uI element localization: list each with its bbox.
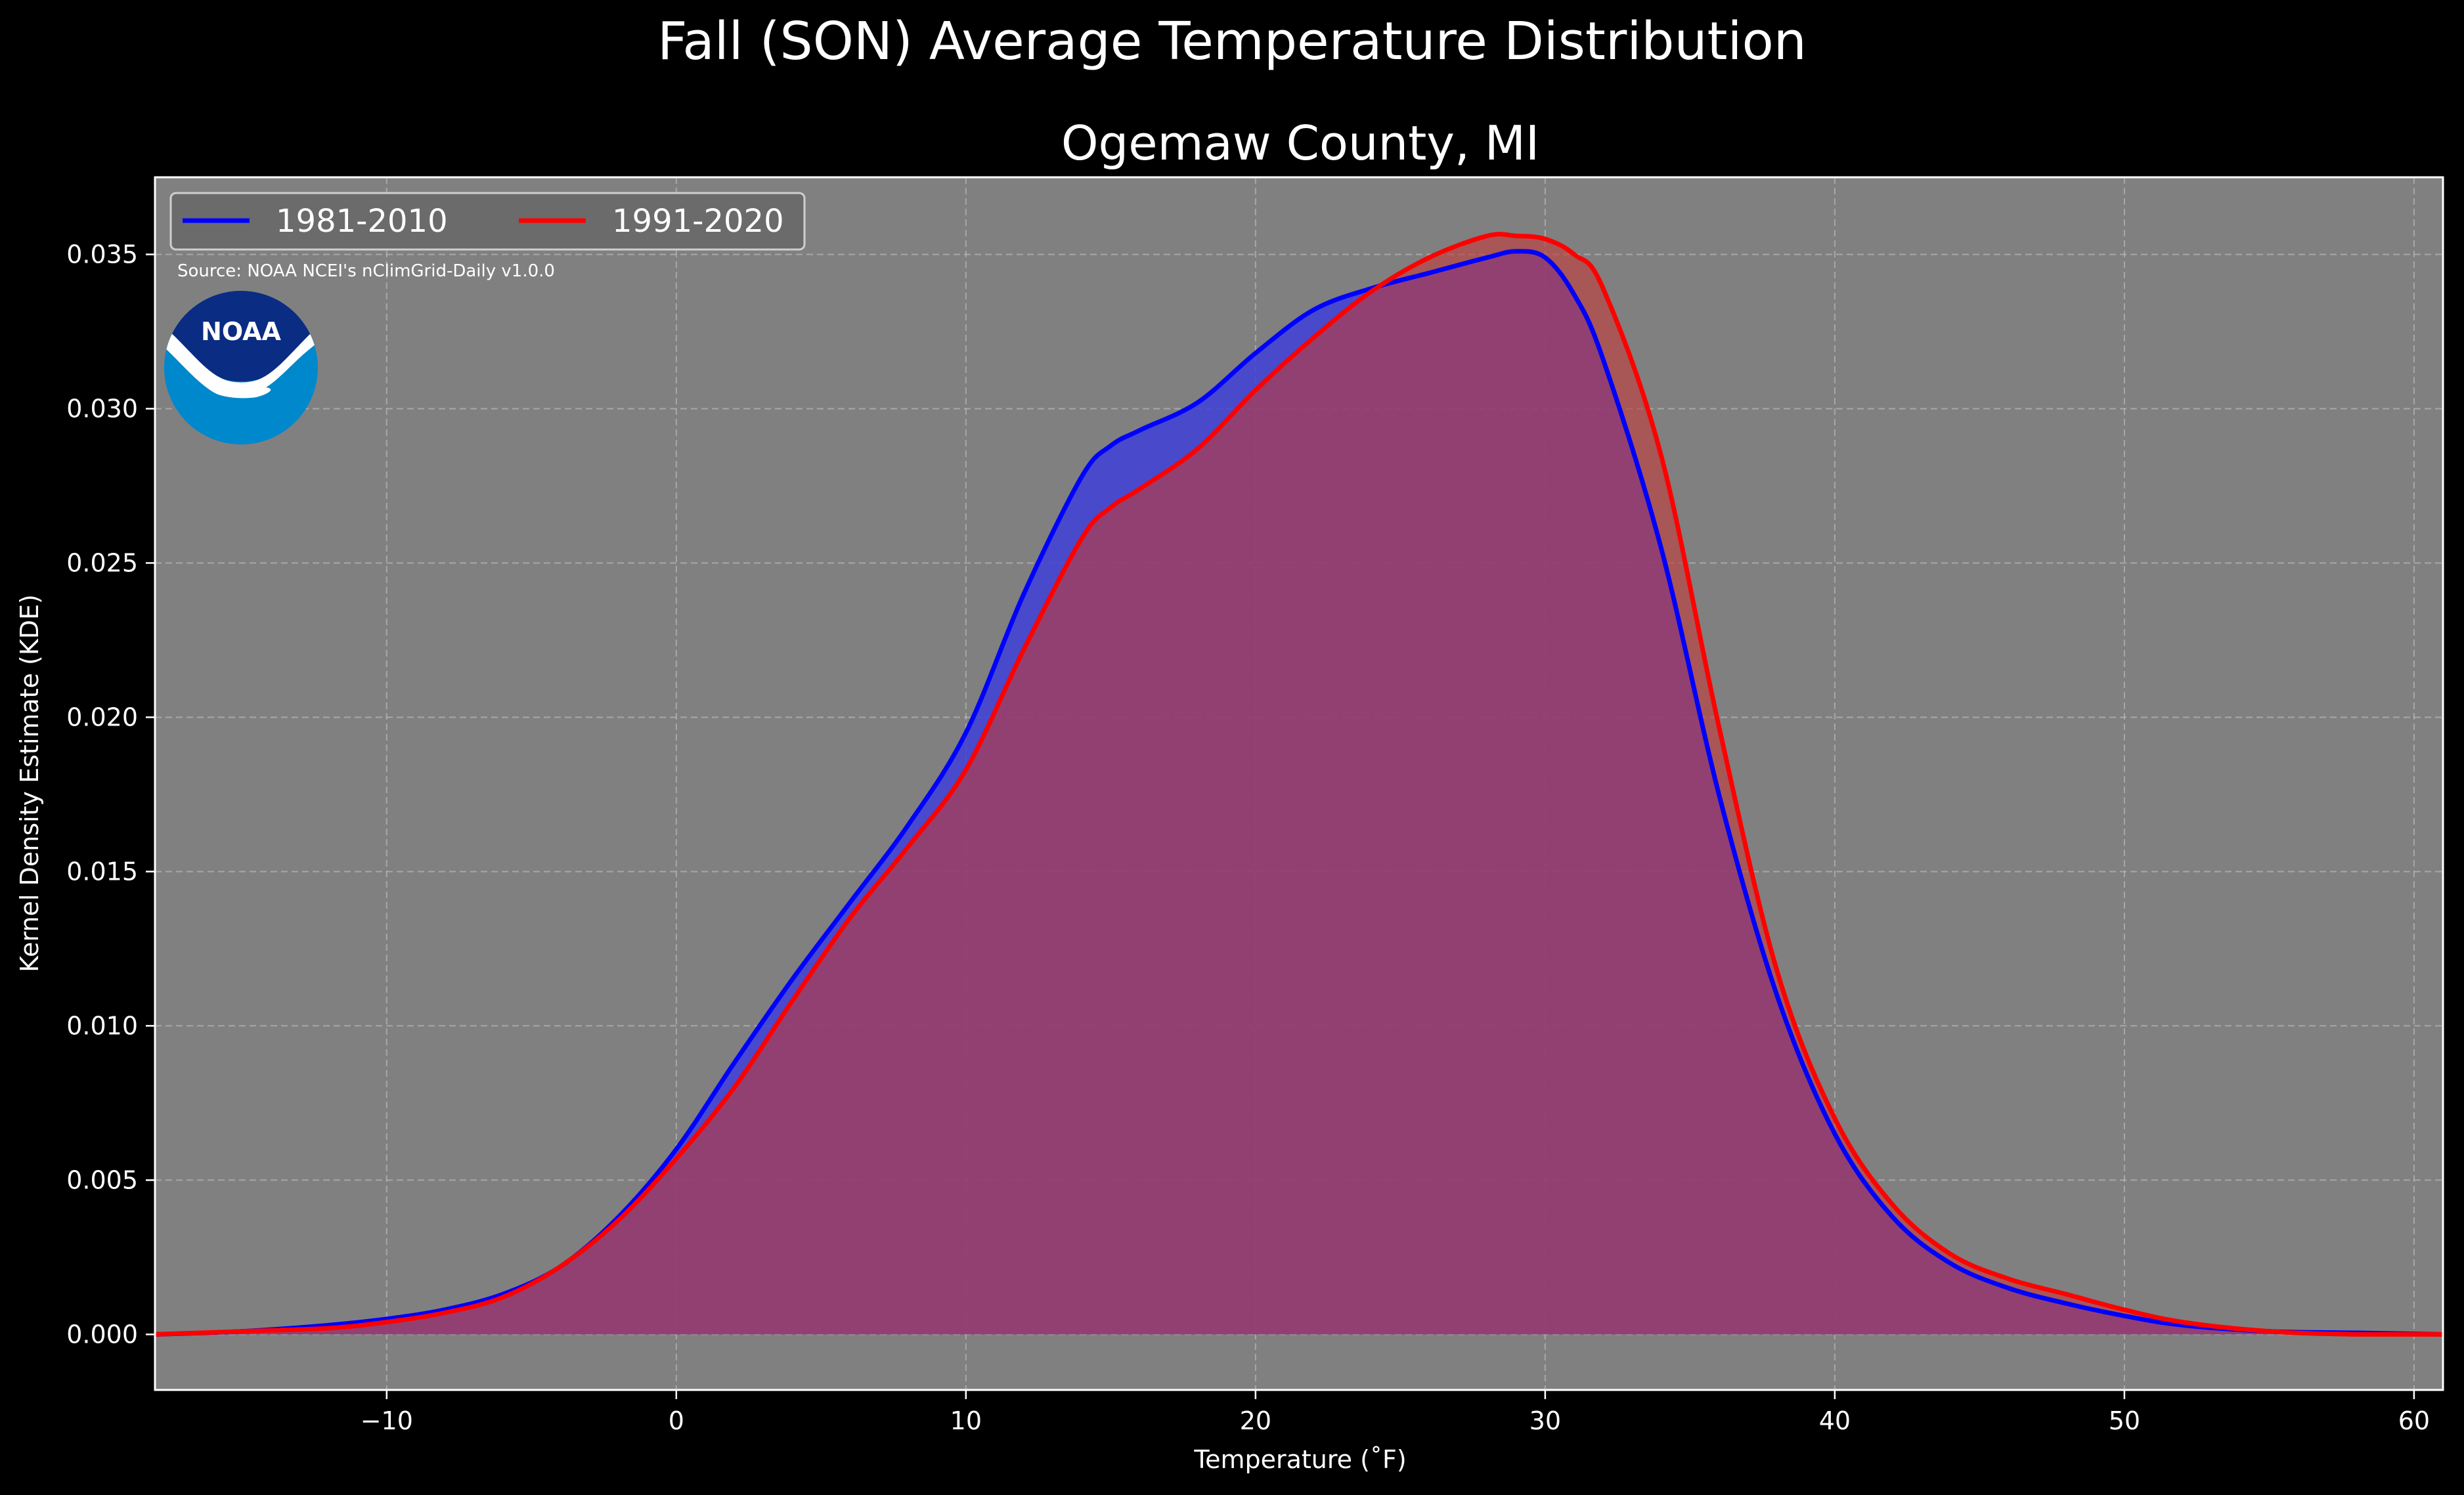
logo-text: NOAA: [201, 317, 281, 346]
y-tick-label: 0.035: [66, 240, 138, 269]
y-tick-label: 0.000: [66, 1320, 138, 1349]
x-tick-label: 0: [669, 1406, 684, 1435]
logo-bird-icon: [164, 322, 318, 399]
x-tick-label: 20: [1240, 1406, 1271, 1435]
y-tick-label: 0.010: [66, 1011, 138, 1040]
figure-suptitle: Fall (SON) Average Temperature Distribut…: [657, 11, 1807, 72]
y-tick-label: 0.020: [66, 703, 138, 731]
logo-dark-band: [164, 291, 318, 381]
area-1991-2020: [155, 234, 2443, 1335]
line-1981-2010: [154, 249, 2444, 1337]
x-tick-label: 50: [2109, 1406, 2140, 1435]
noaa-logo-icon: NOAA: [164, 291, 318, 444]
x-tick-label: 30: [1529, 1406, 1561, 1435]
y-tick-label: 0.030: [66, 394, 138, 423]
density-lines: [154, 232, 2444, 1337]
y-axis-label: Kernel Density Estimate (KDE): [15, 594, 44, 972]
source-note: Source: NOAA NCEI's nClimGrid-Daily v1.0…: [177, 261, 555, 281]
legend-label-1991-2020: 1991-2020: [612, 203, 784, 240]
x-tick-label: 10: [950, 1406, 982, 1435]
legend: 1981-2010 1991-2020: [169, 192, 806, 251]
plot-frame: [154, 176, 2444, 1391]
legend-box: [169, 192, 806, 251]
x-tick-label: 60: [2398, 1406, 2430, 1435]
line-1991-2020: [154, 232, 2443, 1337]
chart-title: Ogemaw County, MI: [1061, 116, 1539, 171]
legend-label-1981-2010: 1981-2010: [276, 203, 448, 240]
x-tick-label: −10: [361, 1406, 413, 1435]
axis-ticks: −10 0 10 20 30 40 50 60 0.000 0.005 0.010 0.015 0.02…: [66, 240, 2430, 1435]
density-areas: [155, 234, 2443, 1335]
y-tick-label: 0.015: [66, 857, 138, 886]
y-tick-label: 0.025: [66, 548, 138, 577]
x-axis-label: Temperature (˚F): [1193, 1445, 1406, 1474]
x-tick-label: 40: [1819, 1406, 1851, 1435]
y-tick-label: 0.005: [66, 1165, 138, 1194]
grid: [155, 177, 2443, 1390]
